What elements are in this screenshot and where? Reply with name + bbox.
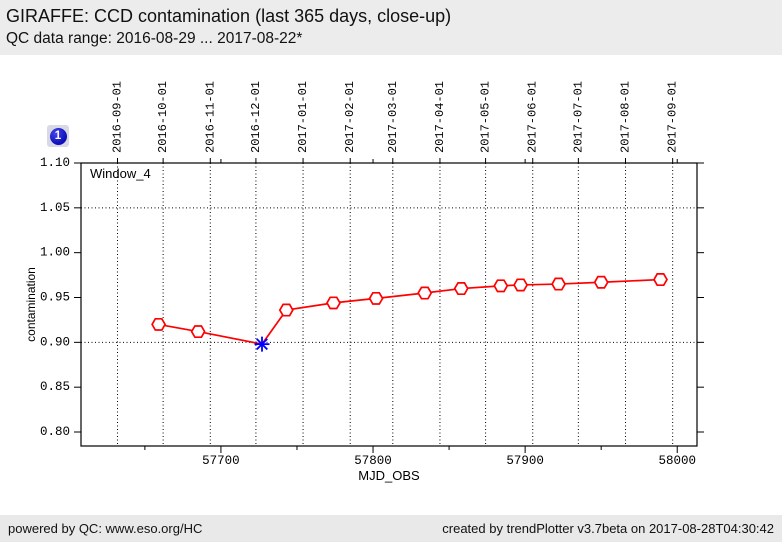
badge-number: 1 [54,130,62,142]
data-point-marker [493,279,509,293]
data-point-marker [551,277,567,291]
data-point-marker [653,273,668,287]
window-label: Window_4 [90,166,151,181]
highlight-asterisk-marker [256,338,268,351]
date-tick-label: 2016-10-01 [156,81,170,153]
y-tick-label: 0.85 [40,380,70,394]
data-point-marker [593,275,609,289]
date-tick-label: 2017-06-01 [526,81,540,153]
date-tick-label: 2017-05-01 [479,81,493,153]
window-link-badge[interactable]: 1 [47,125,69,147]
badge-circle-icon: 1 [49,127,67,145]
y-tick-label: 1.00 [40,246,70,260]
date-tick-label: 2016-09-01 [111,81,125,153]
x-tick-label: 58000 [658,454,696,468]
x-tick-label: 57800 [354,454,392,468]
data-point-marker [417,286,433,300]
date-tick-label: 2017-09-01 [666,81,680,153]
series-line [158,278,661,346]
date-tick-label: 2017-01-01 [296,81,310,153]
y-axis-title: contamination [24,267,38,342]
x-tick-label: 57900 [506,454,544,468]
plot-border [80,162,698,447]
date-tick-label: 2017-02-01 [343,81,357,153]
footer-bar: powered by QC: www.eso.org/HC created by… [0,515,782,542]
footer-powered-by: powered by QC: www.eso.org/HC [8,521,203,536]
y-tick-label: 1.05 [40,201,70,215]
date-tick-label: 2017-07-01 [571,81,585,153]
footer-created-by: created by trendPlotter v3.7beta on 2017… [442,521,774,536]
date-tick-label: 2017-04-01 [433,81,447,153]
chart-title: GIRAFFE: CCD contamination (last 365 day… [6,6,452,26]
data-point-marker [326,296,341,310]
y-tick-label: 0.80 [40,425,70,439]
data-point-marker [513,278,529,292]
qc-data-range: QC data range: 2016-08-29 ... 2017-08-22… [6,30,303,47]
y-tick-label: 0.95 [40,291,70,305]
date-tick-label: 2017-03-01 [386,81,400,153]
y-tick-label: 0.90 [40,335,70,349]
data-point-marker [151,317,167,331]
x-axis-title: MJD_OBS [358,468,420,483]
x-tick-label: 57700 [202,454,240,468]
y-tick-label: 1.10 [40,156,70,170]
date-tick-label: 2016-12-01 [249,81,263,153]
header: GIRAFFE: CCD contamination (last 365 day… [0,0,782,55]
data-point-marker [368,291,384,305]
data-point-marker [453,282,469,296]
date-tick-label: 2017-08-01 [619,81,633,153]
data-point-marker [190,325,206,339]
data-point-marker [278,303,294,317]
date-tick-label: 2016-11-01 [203,81,217,153]
